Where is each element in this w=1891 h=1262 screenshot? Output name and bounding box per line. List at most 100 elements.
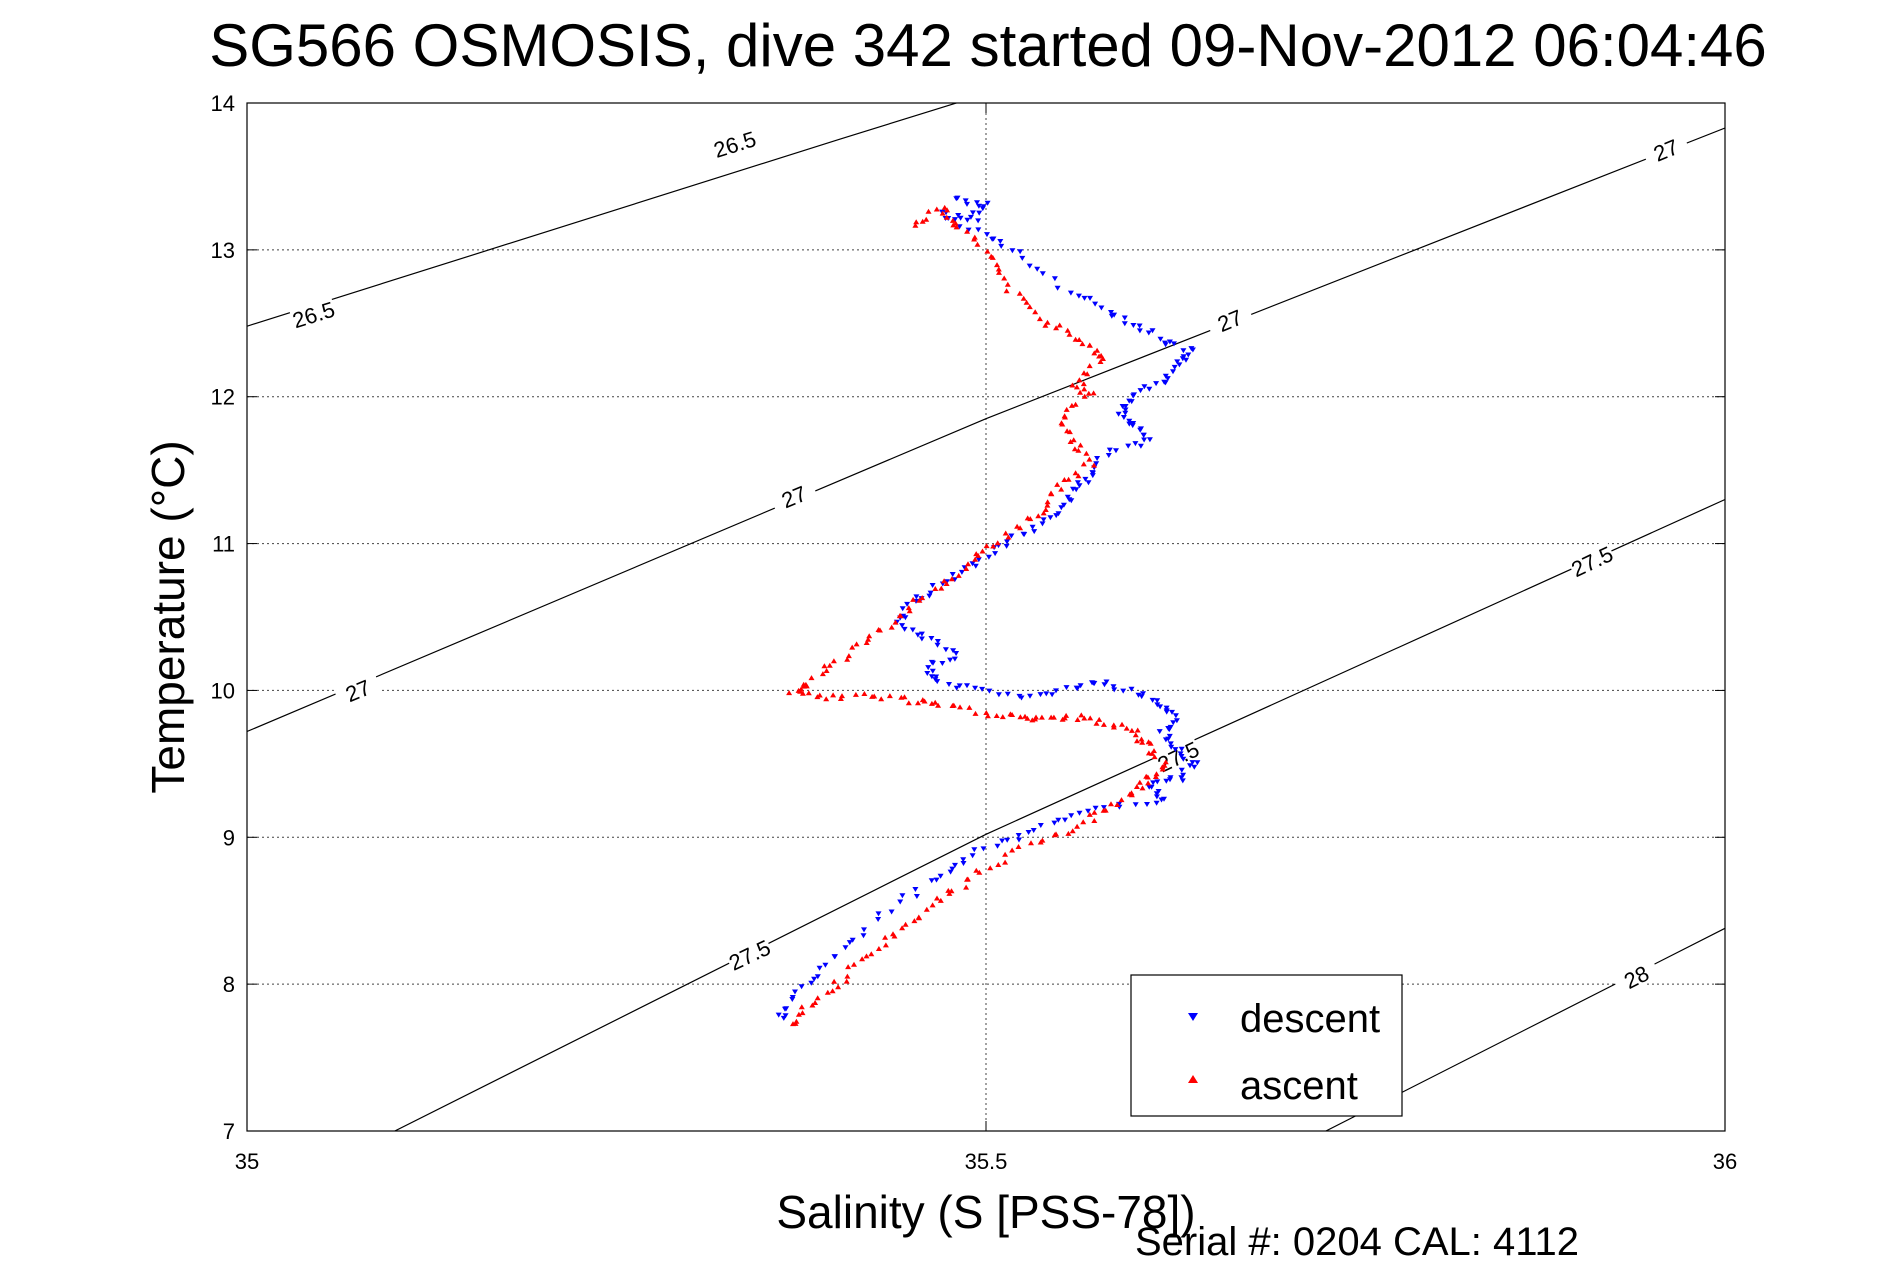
descent-point bbox=[913, 594, 920, 600]
ascent-point bbox=[1096, 716, 1103, 722]
ascent-point bbox=[1080, 381, 1087, 387]
ascent-point bbox=[1090, 390, 1097, 396]
ascent-point bbox=[916, 915, 923, 921]
descent-point bbox=[952, 217, 958, 223]
descent-point bbox=[933, 674, 940, 680]
x-tick-label: 35.5 bbox=[965, 1149, 1008, 1174]
descent-point bbox=[1173, 718, 1180, 724]
descent-point bbox=[980, 846, 987, 852]
descent-point bbox=[1137, 443, 1144, 449]
ascent-point bbox=[1040, 510, 1047, 516]
ascent-point bbox=[1138, 736, 1145, 742]
descent-point bbox=[1169, 709, 1175, 715]
ascent-point bbox=[851, 961, 857, 967]
ascent-point bbox=[1093, 720, 1100, 726]
ascent-point bbox=[1002, 530, 1009, 536]
descent-point bbox=[1149, 697, 1156, 703]
descent-point bbox=[953, 685, 960, 691]
descent-point bbox=[1126, 418, 1133, 424]
y-tick-label: 13 bbox=[211, 238, 235, 263]
ascent-point bbox=[939, 210, 946, 216]
ascent-point bbox=[973, 867, 980, 873]
descent-point bbox=[1027, 693, 1033, 699]
ascent-point bbox=[871, 693, 878, 699]
descent-point bbox=[808, 980, 815, 986]
descent-point bbox=[1161, 796, 1167, 802]
descent-point bbox=[1092, 301, 1099, 307]
descent-point bbox=[912, 887, 919, 892]
descent-point bbox=[1076, 483, 1083, 489]
descent-point bbox=[1180, 348, 1187, 354]
descent-point bbox=[861, 927, 867, 933]
descent-point bbox=[1156, 729, 1163, 735]
ascent-point bbox=[943, 581, 950, 586]
descent-point bbox=[992, 551, 999, 557]
descent-point bbox=[984, 200, 991, 206]
descent-point bbox=[1062, 817, 1068, 823]
descent-point bbox=[1019, 255, 1026, 261]
ascent-point bbox=[963, 566, 970, 571]
descent-point bbox=[1020, 531, 1027, 537]
density-contour-27.5 bbox=[394, 498, 1725, 1131]
ascent-point bbox=[861, 691, 868, 696]
ascent-point bbox=[975, 552, 982, 558]
ascent-point bbox=[910, 596, 917, 602]
descent-point bbox=[1166, 727, 1173, 733]
contour-label-bg bbox=[1566, 540, 1617, 581]
descent-point bbox=[1121, 321, 1128, 327]
descent-point bbox=[927, 590, 934, 596]
descent-point bbox=[902, 615, 909, 621]
descent-point bbox=[1087, 295, 1093, 301]
legend-marker-ascent bbox=[1188, 1075, 1198, 1083]
descent-point bbox=[1122, 407, 1129, 413]
chart-title: SG566 OSMOSIS, dive 342 started 09-Nov-2… bbox=[209, 12, 1767, 79]
ascent-point bbox=[1074, 823, 1081, 829]
ascent-point bbox=[812, 1000, 819, 1005]
descent-point bbox=[899, 606, 906, 612]
descent-point bbox=[1074, 480, 1081, 486]
descent-point bbox=[1178, 767, 1185, 773]
ascent-point bbox=[886, 693, 893, 699]
descent-point bbox=[928, 878, 935, 884]
ascent-point bbox=[1091, 462, 1097, 468]
descent-point bbox=[1176, 362, 1183, 368]
ascent-point bbox=[1048, 714, 1055, 720]
density-contour-26.5 bbox=[247, 103, 959, 327]
descent-point bbox=[1025, 830, 1032, 835]
descent-point bbox=[964, 201, 970, 207]
ascent-point bbox=[1024, 715, 1031, 721]
y-axis-label: Temperature (°C) bbox=[142, 440, 194, 793]
ascent-point bbox=[1072, 470, 1079, 476]
descent-point bbox=[1085, 808, 1092, 814]
ascent-point bbox=[1075, 447, 1082, 453]
descent-point bbox=[1146, 437, 1153, 443]
descent-point bbox=[811, 976, 818, 982]
ascent-point bbox=[1065, 830, 1072, 836]
ascent-point bbox=[987, 865, 994, 871]
descent-point bbox=[1137, 427, 1144, 433]
ascent-point bbox=[1023, 299, 1030, 305]
ascent-point bbox=[943, 214, 950, 220]
descent-point bbox=[1082, 476, 1089, 482]
ascent-point bbox=[1004, 281, 1011, 287]
ascent-point bbox=[1003, 288, 1010, 294]
descent-point bbox=[997, 239, 1004, 244]
ascent-point bbox=[1081, 715, 1088, 721]
legend: descent ascent bbox=[1130, 974, 1403, 1117]
descent-point bbox=[969, 210, 976, 216]
descent-point bbox=[1172, 747, 1179, 753]
descent-point bbox=[1067, 290, 1074, 296]
x-axis-label: Salinity (S [PSS-78]) bbox=[776, 1186, 1195, 1238]
descent-point bbox=[1105, 453, 1112, 458]
descent-point bbox=[1004, 837, 1011, 843]
ascent-point bbox=[929, 902, 936, 908]
descent-point bbox=[1191, 764, 1198, 770]
descent-point bbox=[1111, 312, 1118, 318]
ascent-point bbox=[932, 699, 939, 705]
descent-point bbox=[1154, 702, 1161, 708]
ascent-point bbox=[1072, 336, 1079, 342]
ascent-point bbox=[896, 613, 903, 619]
descent-point bbox=[1018, 695, 1025, 701]
ascent-point bbox=[1064, 327, 1071, 333]
descent-point bbox=[1125, 443, 1132, 449]
